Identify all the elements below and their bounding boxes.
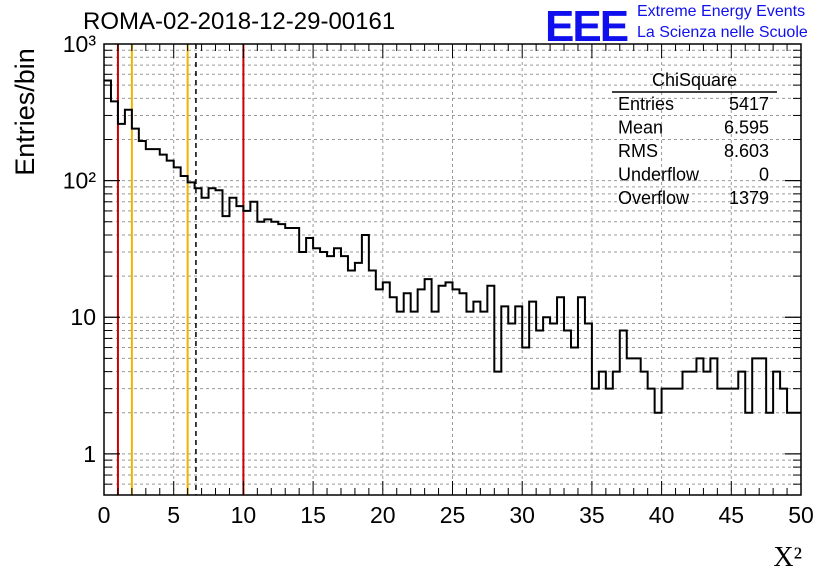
y-tick-label: 10²: [63, 168, 97, 194]
stats-label: Entries: [618, 94, 674, 114]
x-tick-label: 20: [370, 502, 396, 528]
stats-value: 6.595: [724, 118, 769, 138]
y-axis-label: Entries/bin: [10, 48, 40, 176]
histogram-series: [104, 79, 801, 414]
stats-label: Mean: [618, 118, 663, 138]
eee-logo: EEE: [545, 2, 629, 51]
stats-value: 0: [759, 165, 769, 185]
run-title: ROMA-02-2018-12-29-00161: [83, 8, 396, 35]
stats-value: 8.603: [724, 141, 769, 161]
x-tick-label: 40: [649, 502, 675, 528]
stats-label: Overflow: [618, 188, 690, 208]
stats-box: ChiSquare Entries 5417 Mean 6.595 RMS 8.603 Und…: [612, 70, 777, 208]
x-tick-label: 10: [231, 502, 257, 528]
x-tick-label: 35: [579, 502, 605, 528]
x-tick-label: 15: [300, 502, 326, 528]
axes: 0 5 10 15 20 25 30 35 40 45 50 1 10 10² 10³ X² Entries/b…: [10, 31, 814, 572]
vertical-marker-lines: [116, 44, 245, 495]
stats-value: 1379: [729, 188, 769, 208]
logo-subtitle-line2: La Scienza nelle Scuole: [637, 24, 808, 41]
stats-value: 5417: [729, 94, 769, 114]
x-tick-label: 50: [788, 502, 814, 528]
stats-title: ChiSquare: [652, 70, 737, 90]
x-tick-label: 45: [719, 502, 745, 528]
stats-label: RMS: [618, 141, 658, 161]
x-tick-label: 5: [167, 502, 180, 528]
y-tick-label: 10³: [63, 31, 97, 57]
x-tick-label: 25: [440, 502, 466, 528]
y-tick-label: 1: [83, 441, 96, 467]
x-tick-label: 30: [509, 502, 535, 528]
stats-label: Underflow: [618, 165, 700, 185]
grid-lines: [104, 44, 801, 495]
logo-subtitle-line1: Extreme Energy Events: [637, 3, 806, 20]
x-tick-label: 0: [98, 502, 111, 528]
x-axis-label: X²: [773, 542, 802, 572]
y-tick-label: 10: [70, 304, 96, 330]
